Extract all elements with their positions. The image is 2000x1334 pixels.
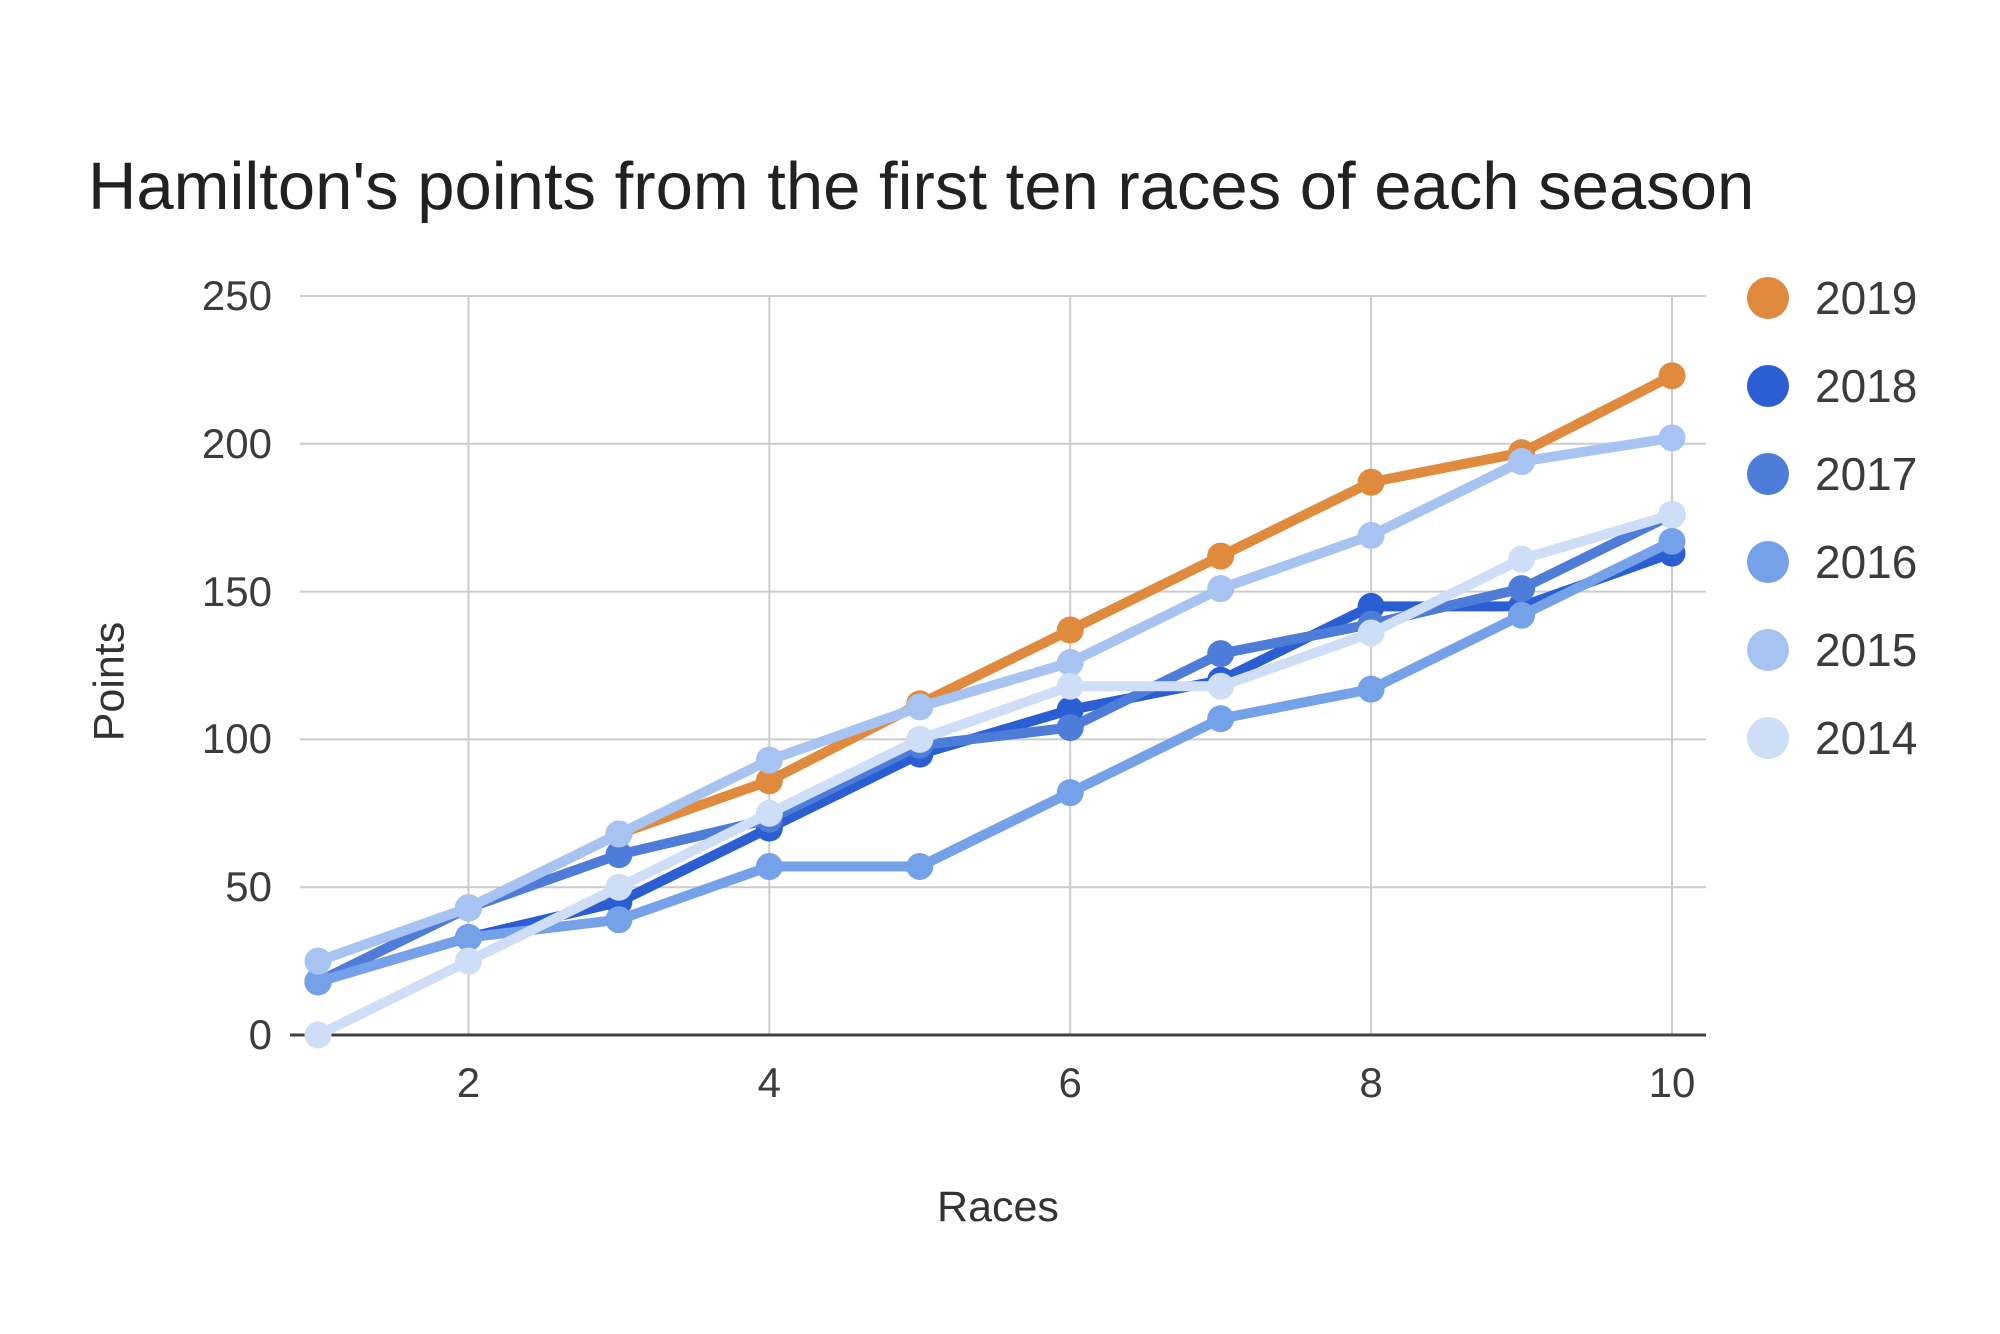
x-tick-label-6: 6	[1058, 1059, 1082, 1106]
legend-label-2015: 2015	[1815, 624, 1918, 676]
point-2015-race5	[906, 693, 934, 721]
series-line-2014	[313, 509, 1677, 1040]
y-tick-label-200: 200	[201, 419, 272, 467]
point-2014-race10	[1658, 501, 1686, 529]
point-2014-race6	[1056, 672, 1084, 700]
point-2014-race3	[605, 873, 633, 901]
legend-dot-2018	[1747, 365, 1789, 407]
point-2015-race1	[304, 947, 332, 975]
point-2019-race10	[1658, 362, 1686, 390]
point-2016-race10	[1658, 527, 1686, 555]
point-2015-race10	[1658, 424, 1686, 452]
point-2015-race4	[755, 746, 783, 774]
point-2014-race4	[755, 799, 783, 827]
point-2014-race9	[1508, 545, 1536, 573]
legend-dot-2017	[1747, 453, 1789, 495]
legend-dot-2015	[1747, 629, 1789, 671]
x-tick-label-2: 2	[456, 1059, 481, 1106]
point-2015-race6	[1056, 649, 1084, 677]
point-2014-race2	[454, 947, 482, 975]
point-2015-race9	[1508, 448, 1536, 476]
point-2019-race6	[1056, 616, 1084, 644]
point-2015-race8	[1357, 521, 1385, 549]
x-axis-title: Races	[937, 1183, 1059, 1231]
point-2016-race8	[1357, 675, 1385, 703]
chart-title: Hamilton's points from the first ten rac…	[88, 149, 1755, 224]
x-tick-label-8: 8	[1359, 1059, 1383, 1106]
legend-label-2016: 2016	[1815, 536, 1918, 588]
point-2016-race9	[1508, 601, 1536, 629]
legend-label-2017: 2017	[1815, 448, 1918, 500]
point-2017-race9	[1508, 575, 1536, 603]
point-2016-race1	[304, 968, 332, 996]
point-2019-race8	[1357, 468, 1385, 496]
point-2017-race6	[1056, 714, 1084, 742]
series-line-2015	[313, 432, 1677, 967]
legend-item-2015: 2015	[1747, 623, 1917, 677]
legend-label-2014: 2014	[1815, 712, 1918, 764]
point-2016-race7	[1207, 705, 1235, 733]
x-tick-label-10: 10	[1648, 1059, 1696, 1106]
point-2015-race7	[1207, 575, 1235, 603]
legend-item-2014: 2014	[1747, 711, 1917, 765]
point-2015-race2	[454, 894, 482, 922]
point-2016-race5	[906, 853, 934, 881]
point-2014-race5	[906, 725, 934, 753]
point-2019-race7	[1207, 542, 1235, 570]
legend-dot-2014	[1747, 717, 1789, 759]
point-2016-race2	[454, 923, 482, 951]
legend-item-2016: 2016	[1747, 535, 1917, 589]
point-2016-race3	[605, 906, 633, 934]
y-tick-label-150: 150	[201, 567, 272, 615]
point-2014-race1	[304, 1021, 332, 1049]
legend-dot-2016	[1747, 541, 1789, 583]
legend-dot-2019	[1747, 277, 1789, 319]
x-tick-label-4: 4	[757, 1059, 781, 1106]
legend-item-2019: 2019	[1747, 271, 1917, 325]
y-tick-label-0: 0	[248, 1011, 272, 1058]
legend-item-2017: 2017	[1747, 447, 1917, 501]
point-2017-race3	[605, 841, 633, 869]
point-2016-race4	[755, 853, 783, 881]
point-2019-race4	[755, 767, 783, 795]
legend-item-2018: 2018	[1747, 359, 1917, 413]
series-line-2017	[313, 509, 1677, 987]
y-tick-label-50: 50	[225, 863, 272, 911]
y-tick-label-100: 100	[201, 715, 272, 763]
legend-label-2018: 2018	[1815, 360, 1918, 412]
y-axis-title: Points	[85, 621, 134, 742]
point-2014-race7	[1207, 672, 1235, 700]
legend-label-2019: 2019	[1815, 272, 1918, 324]
point-2015-race3	[605, 820, 633, 848]
series-line-2018	[313, 548, 1677, 987]
y-tick-label-250: 250	[201, 272, 272, 319]
point-2017-race7	[1207, 640, 1235, 668]
point-2014-race8	[1357, 619, 1385, 647]
point-2016-race6	[1056, 779, 1084, 807]
